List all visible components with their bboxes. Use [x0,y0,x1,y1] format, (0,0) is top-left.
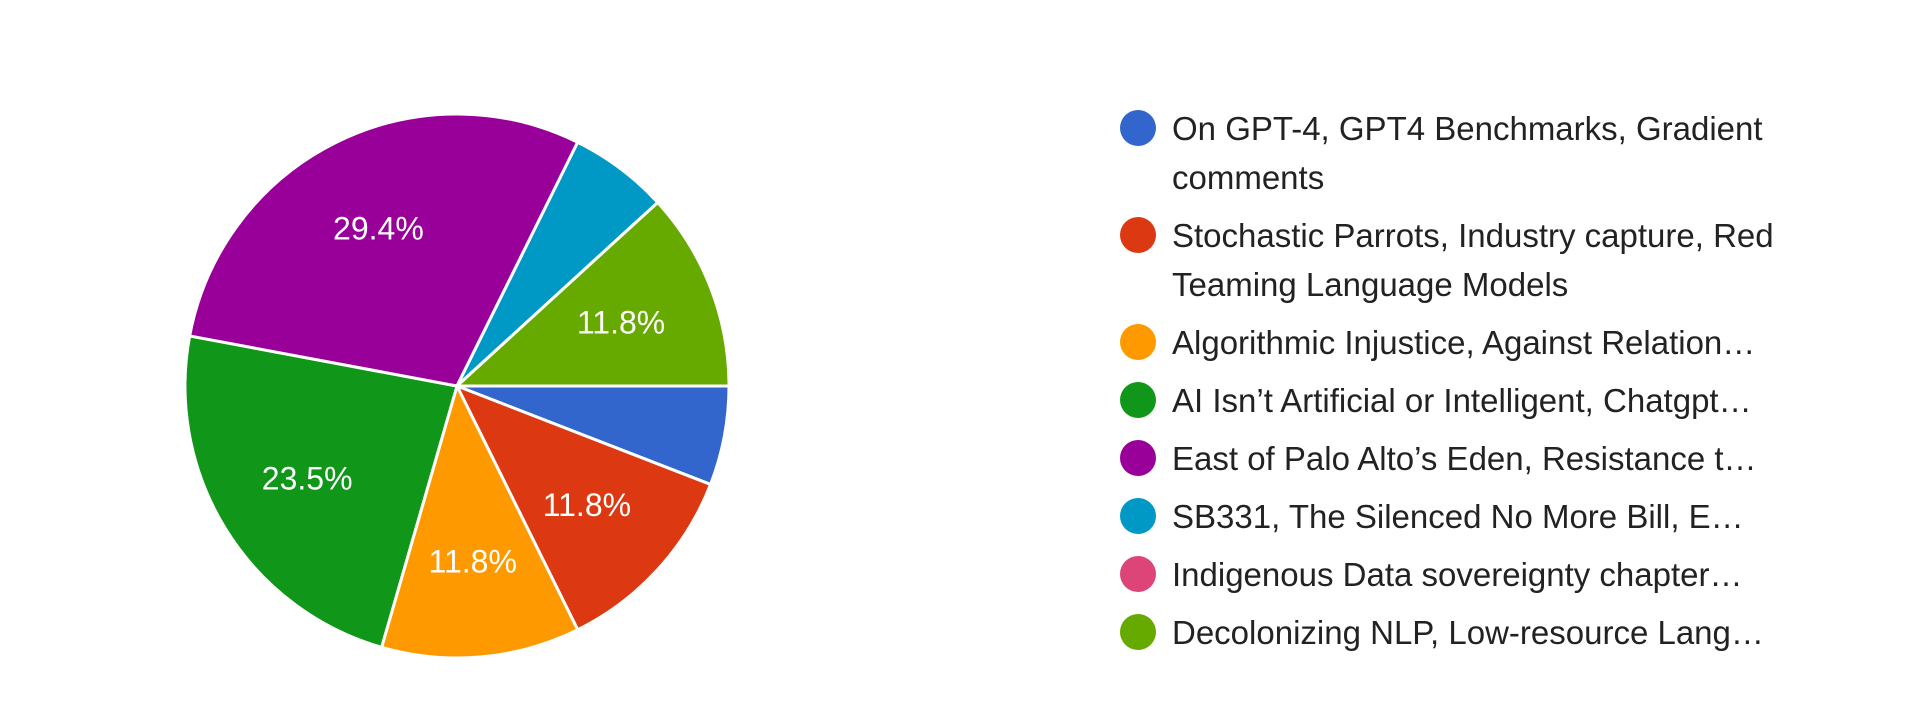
slice-percent-label: 11.8% [429,543,517,579]
slice-percent-label: 11.8% [577,304,665,340]
legend-label: On GPT-4, GPT4 Benchmarks, Gradient comm… [1172,110,1763,196]
pie-slice[interactable] [183,334,459,649]
legend-label: Stochastic Parrots, Industry capture, Re… [1172,217,1774,303]
legend-swatch [1120,614,1156,650]
legend-swatch [1120,110,1156,146]
slice-percent-label: 11.8% [543,487,631,523]
pie-slices [183,112,731,660]
legend-swatch [1120,324,1156,360]
legend-item[interactable]: SB331, The Silenced No More Bill, E… [1120,492,1840,541]
legend-item[interactable]: Decolonizing NLP, Low-resource Lang… [1120,608,1840,657]
chart-legend: On GPT-4, GPT4 Benchmarks, Gradient comm… [1120,104,1840,666]
legend-swatch [1120,382,1156,418]
legend-label: Algorithmic Injustice, Against Relation… [1172,324,1756,361]
legend-label: AI Isn’t Artificial or Intelligent, Chat… [1172,382,1752,419]
pie-slice[interactable] [455,200,731,388]
legend-swatch [1120,217,1156,253]
pie-slice[interactable] [380,384,580,660]
legend-label: East of Palo Alto’s Eden, Resistance t… [1172,440,1757,477]
legend-label: SB331, The Silenced No More Bill, E… [1172,498,1744,535]
legend-swatch [1120,440,1156,476]
pie-slice[interactable] [188,112,580,388]
legend-swatch [1120,498,1156,534]
legend-item[interactable]: On GPT-4, GPT4 Benchmarks, Gradient comm… [1120,104,1840,202]
legend-item[interactable]: Stochastic Parrots, Industry capture, Re… [1120,211,1840,309]
legend-item[interactable]: East of Palo Alto’s Eden, Resistance t… [1120,434,1840,483]
legend-swatch [1120,556,1156,592]
legend-item[interactable]: Algorithmic Injustice, Against Relation… [1120,318,1840,367]
pie-slice-labels: 11.8% 11.8% 23.5% 29.4% 11.8% [262,211,665,580]
pie-slice[interactable] [455,384,713,632]
legend-label: Indigenous Data sovereignty chapter… [1172,556,1743,593]
legend-item[interactable]: AI Isn’t Artificial or Intelligent, Chat… [1120,376,1840,425]
legend-item[interactable]: Indigenous Data sovereignty chapter… [1120,550,1840,599]
legend-label: Decolonizing NLP, Low-resource Lang… [1172,614,1764,651]
slice-percent-label: 23.5% [262,460,353,496]
slice-percent-label: 29.4% [333,211,424,247]
